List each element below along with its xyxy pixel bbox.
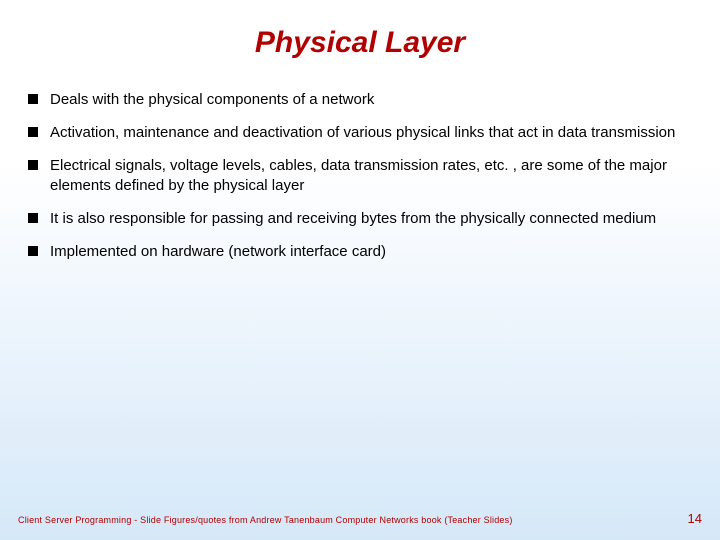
bullet-item: Implemented on hardware (network interfa…	[28, 242, 692, 261]
square-bullet-icon	[28, 127, 38, 137]
square-bullet-icon	[28, 160, 38, 170]
bullet-text: Deals with the physical components of a …	[50, 91, 374, 108]
page-number: 14	[688, 511, 702, 526]
bullet-text: Activation, maintenance and deactivation…	[50, 124, 675, 141]
slide-footer: Client Server Programming - Slide Figure…	[0, 511, 720, 526]
square-bullet-icon	[28, 246, 38, 256]
bullet-list: Deals with the physical components of a …	[0, 78, 720, 261]
bullet-item: Deals with the physical components of a …	[28, 90, 692, 109]
slide-container: Physical Layer Deals with the physical c…	[0, 0, 720, 540]
bullet-text: Electrical signals, voltage levels, cabl…	[50, 157, 667, 193]
bullet-item: Electrical signals, voltage levels, cabl…	[28, 156, 692, 194]
bullet-text: Implemented on hardware (network interfa…	[50, 243, 386, 260]
bullet-text: It is also responsible for passing and r…	[50, 210, 656, 227]
slide-title: Physical Layer	[0, 0, 720, 78]
bullet-item: It is also responsible for passing and r…	[28, 209, 692, 228]
square-bullet-icon	[28, 213, 38, 223]
footer-text: Client Server Programming - Slide Figure…	[18, 515, 513, 525]
bullet-item: Activation, maintenance and deactivation…	[28, 123, 692, 142]
square-bullet-icon	[28, 94, 38, 104]
